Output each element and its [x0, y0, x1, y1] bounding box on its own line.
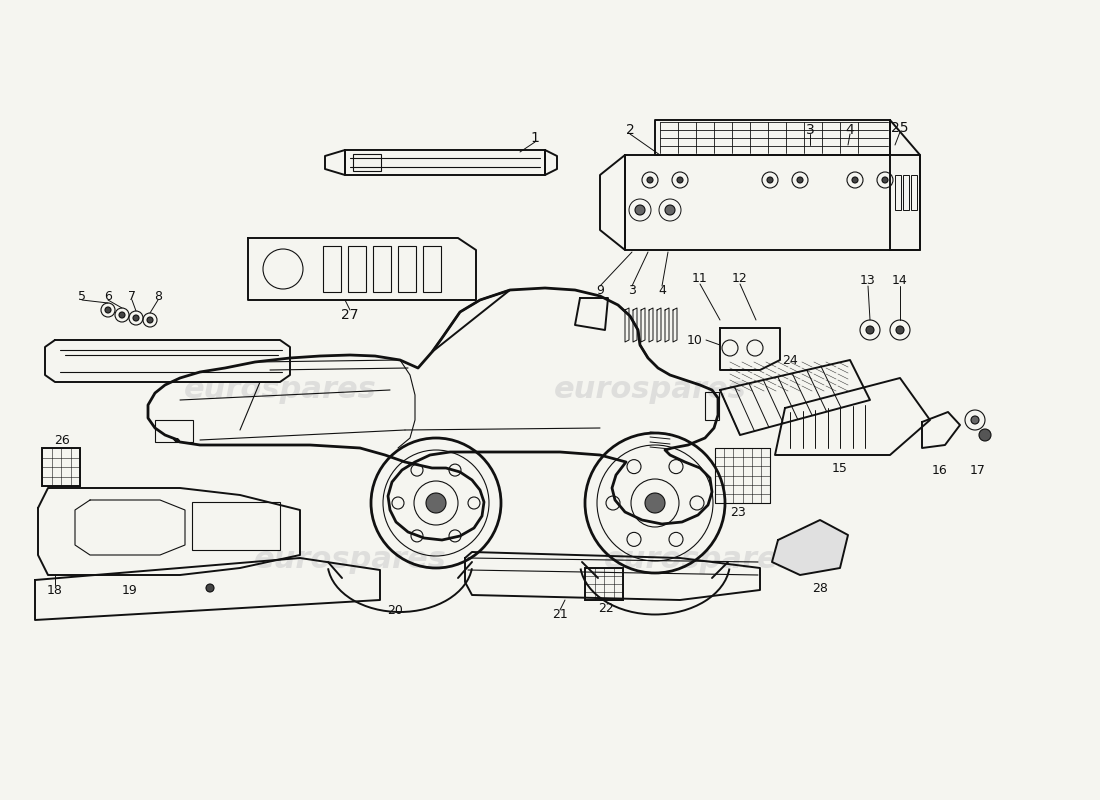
Text: 27: 27 — [341, 308, 359, 322]
Circle shape — [979, 429, 991, 441]
Circle shape — [767, 177, 773, 183]
Text: 18: 18 — [47, 583, 63, 597]
Text: 24: 24 — [782, 354, 797, 366]
Bar — [155, 420, 192, 442]
Text: 19: 19 — [122, 583, 138, 597]
Circle shape — [645, 493, 665, 513]
Circle shape — [647, 177, 653, 183]
Text: 20: 20 — [387, 603, 403, 617]
Text: 22: 22 — [598, 602, 614, 614]
Bar — [323, 246, 341, 292]
Text: 28: 28 — [812, 582, 828, 594]
Bar — [353, 154, 381, 171]
Text: 12: 12 — [733, 271, 748, 285]
Circle shape — [104, 307, 111, 313]
Text: 4: 4 — [658, 283, 666, 297]
Text: 21: 21 — [552, 609, 568, 622]
Bar — [585, 568, 623, 600]
Circle shape — [147, 317, 153, 323]
Bar — [715, 448, 770, 503]
Bar — [348, 246, 366, 292]
Bar — [903, 175, 909, 210]
Circle shape — [676, 177, 683, 183]
Circle shape — [206, 584, 214, 592]
Text: 13: 13 — [860, 274, 876, 286]
Text: 17: 17 — [970, 463, 986, 477]
Text: 6: 6 — [104, 290, 112, 302]
Circle shape — [426, 493, 446, 513]
Circle shape — [896, 326, 904, 334]
Text: eurospares: eurospares — [184, 375, 376, 405]
Circle shape — [866, 326, 874, 334]
Circle shape — [666, 205, 675, 215]
Text: eurospares: eurospares — [604, 546, 796, 574]
Text: 4: 4 — [846, 123, 855, 137]
Circle shape — [133, 315, 139, 321]
Text: 2: 2 — [626, 123, 635, 137]
Text: 15: 15 — [832, 462, 848, 474]
Text: 7: 7 — [128, 290, 136, 302]
Bar — [424, 246, 441, 292]
Bar — [42, 448, 80, 486]
Circle shape — [798, 177, 803, 183]
Text: 8: 8 — [154, 290, 162, 302]
Text: 10: 10 — [688, 334, 703, 346]
Text: 3: 3 — [805, 123, 814, 137]
Bar — [705, 392, 719, 420]
Circle shape — [971, 416, 979, 424]
Bar — [895, 175, 901, 210]
Text: 1: 1 — [530, 131, 539, 145]
Text: eurospares: eurospares — [254, 546, 447, 574]
Bar — [192, 502, 280, 550]
Polygon shape — [772, 520, 848, 575]
Bar — [398, 246, 416, 292]
Text: 14: 14 — [892, 274, 907, 286]
Text: 25: 25 — [891, 121, 909, 135]
Text: eurospares: eurospares — [553, 375, 747, 405]
Text: 5: 5 — [78, 290, 86, 302]
Bar — [911, 175, 917, 210]
Circle shape — [882, 177, 888, 183]
Text: 3: 3 — [628, 283, 636, 297]
Text: 23: 23 — [730, 506, 746, 518]
Text: 9: 9 — [596, 283, 604, 297]
Circle shape — [263, 249, 302, 289]
Circle shape — [119, 312, 125, 318]
Text: 26: 26 — [54, 434, 70, 446]
Text: 16: 16 — [932, 463, 948, 477]
Circle shape — [852, 177, 858, 183]
Text: 11: 11 — [692, 271, 708, 285]
Circle shape — [635, 205, 645, 215]
Bar — [373, 246, 390, 292]
